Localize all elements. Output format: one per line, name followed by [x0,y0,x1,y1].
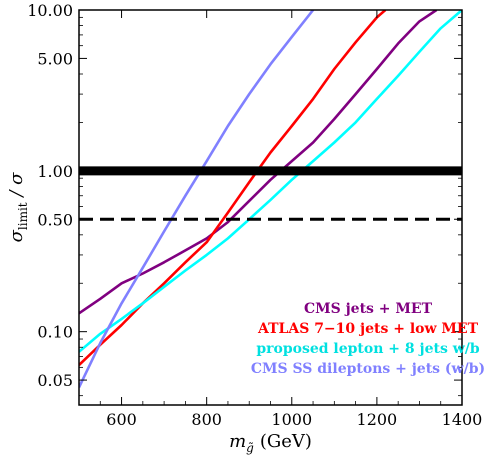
x-tick-label: 1000 [271,410,312,429]
x-axis-unit: (GeV) [260,431,312,452]
y-axis-tail: / σ [6,172,27,203]
reference-lines [79,166,462,221]
x-axis-symbol: m [229,431,246,452]
x-tick-label: 1200 [357,410,398,429]
y-tick-label: 0.05 [37,371,73,390]
x-axis-title: mg̃ (GeV) [229,431,312,455]
series-line-0 [79,10,438,315]
series-layer [79,10,462,388]
y-tick-label: 0.50 [37,210,73,229]
legend-entry-3: CMS SS dileptons + jets (w/b) [251,361,485,377]
x-tick-label: 600 [106,410,137,429]
x-tick-label: 1400 [442,410,483,429]
y-axis-title: σlimit / σ [6,172,30,243]
x-tick-label: 800 [191,410,222,429]
y-tick-label: 0.10 [37,323,73,342]
y-tick-label: 1.00 [37,162,73,181]
y-axis-subscript: limit [16,202,30,230]
y-axis-symbol: σ [6,229,27,242]
series-line-3 [79,10,315,388]
legend-entry-0: CMS jets + MET [304,301,433,317]
y-tick-label: 10.00 [27,1,73,20]
legend: CMS jets + MET ATLAS 7−10 jets + low MET p… [251,301,485,377]
legend-entry-2: proposed lepton + 8 jets w/b [256,341,480,357]
ticks-layer: 600 800 1000 1200 1400 0.05 0.10 0.50 1.00 5.00 10… [27,1,482,429]
y-tick-label: 5.00 [37,49,73,68]
legend-entry-1: ATLAS 7−10 jets + low MET [257,321,479,337]
series-line-2 [79,10,462,353]
x-axis-subscript: g̃ [246,441,254,455]
series-line-1 [79,10,387,367]
